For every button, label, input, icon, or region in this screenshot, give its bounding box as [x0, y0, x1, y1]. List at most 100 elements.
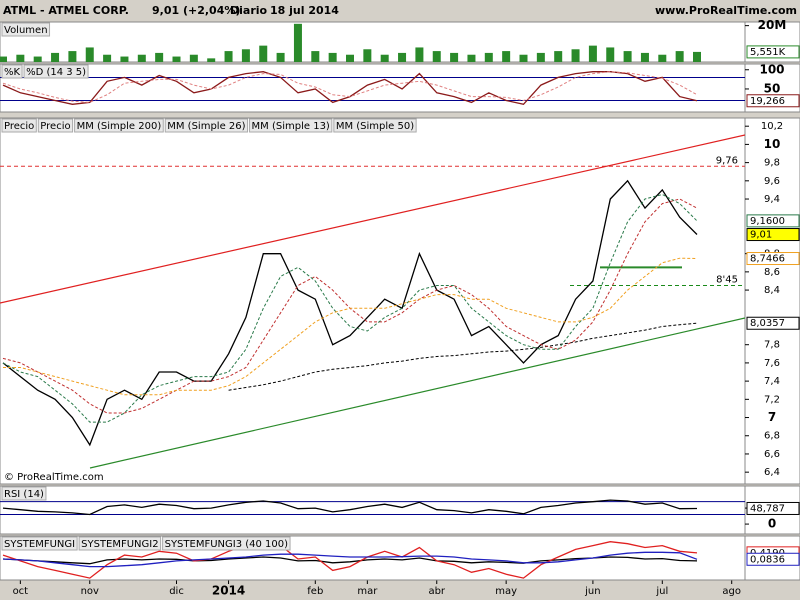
last-value-label: 8,0357 [750, 318, 785, 329]
bar [33, 56, 42, 62]
legend-entry: MM (Simple 200) [77, 121, 162, 132]
bar [658, 54, 667, 62]
bar [450, 52, 459, 62]
bar [103, 54, 112, 62]
legend-entry: MM (Simple 13) [252, 121, 330, 132]
bar [554, 51, 563, 62]
last-value-box [746, 94, 800, 108]
quote: 9,01 (+2,04%) [152, 4, 240, 17]
plot [0, 23, 701, 62]
y-tick-label: 8,6 [764, 267, 780, 278]
series-line [228, 322, 698, 391]
source: © ProRealTime.com [4, 472, 104, 483]
y-tick-label: 100 [759, 62, 784, 76]
panel-background [0, 485, 746, 535]
panel-background [0, 21, 746, 63]
bar [623, 51, 632, 62]
last-value-label: 0,0836 [750, 554, 785, 565]
y-tick-label: 6,8 [764, 431, 780, 442]
legend-entry: MM (Simple 26) [167, 121, 245, 132]
series-line [2, 556, 698, 565]
bar [172, 56, 181, 62]
bar [380, 54, 389, 62]
legend-entry: Precio [40, 121, 70, 132]
legend-entry-box [23, 64, 89, 79]
legend-entry-box [37, 118, 74, 133]
x-tick-label: 2014 [212, 584, 245, 598]
legend-entry-box [1, 64, 23, 79]
legend-entry: %K [4, 67, 21, 78]
x-tick-label: feb [307, 586, 323, 597]
last-value-label: 9,1600 [750, 216, 785, 227]
trend-line [89, 317, 745, 469]
y-tick-label: 7 [768, 410, 776, 424]
y-tick-label: 7,4 [764, 376, 780, 387]
panel-title-box [1, 486, 47, 501]
bar [536, 52, 545, 62]
panel-background [0, 117, 746, 485]
y-tick-label: 9,4 [764, 194, 780, 205]
panel-title: RSI (14) [4, 489, 44, 500]
bar [432, 51, 441, 62]
last-value-label: 19,266 [750, 96, 785, 107]
bar [241, 49, 250, 62]
y-tick-label: 0 [768, 517, 776, 531]
bar [51, 52, 60, 62]
panel-background [0, 63, 746, 113]
bar [311, 51, 320, 62]
last-value-label: 8,7466 [750, 254, 785, 265]
site: www.ProRealTime.com [655, 4, 797, 17]
x-tick-label: jun [584, 586, 600, 597]
trend-line [0, 134, 745, 304]
bar [0, 56, 7, 62]
series-line [2, 71, 698, 103]
panel-title-box [1, 22, 51, 37]
legend-entry-box [333, 118, 417, 133]
legend-entry-box [162, 536, 291, 551]
y-tick-label: 10,2 [761, 121, 783, 132]
legend-entry: %D (14 3 5) [26, 67, 86, 78]
bar [68, 51, 77, 62]
bar [467, 54, 476, 62]
bar [588, 45, 597, 62]
bar [502, 51, 511, 62]
series-line [3, 257, 698, 396]
last-value-box [746, 552, 800, 566]
x-tick-label: mar [357, 586, 378, 597]
bar [675, 51, 684, 62]
last-value-label: 5,551K [750, 47, 786, 58]
x-tick-label: jul [655, 586, 668, 597]
series-line [2, 499, 698, 516]
bar [207, 58, 216, 62]
bar [85, 47, 94, 62]
x-tick-label: ago [722, 586, 741, 597]
x-tick-label: nov [81, 586, 99, 597]
bar [398, 52, 407, 62]
last-value-label: 48,787 [750, 503, 785, 514]
series-line [2, 193, 698, 423]
bar [276, 52, 285, 62]
x-tick-label: dic [169, 586, 184, 597]
series-line [2, 551, 698, 568]
bar [16, 54, 25, 62]
last-value-box [746, 316, 800, 330]
bar [519, 54, 528, 62]
plot [0, 71, 745, 106]
reference-label: 8'45 [716, 275, 738, 286]
panel-title: Volumen [4, 25, 48, 36]
series-line [2, 179, 698, 447]
bar [293, 23, 302, 62]
last-value-box [746, 214, 800, 228]
x-tick-label: oct [13, 586, 29, 597]
date: 18 jul 2014 [270, 4, 339, 17]
plot [2, 541, 698, 579]
bar [155, 52, 164, 62]
symbol: ATML - ATMEL CORP. [3, 4, 129, 17]
x-tick-label: may [495, 586, 517, 597]
y-tick-label: 6,6 [764, 449, 780, 460]
last-value-box [746, 501, 800, 515]
y-tick-label: 20M [758, 18, 787, 32]
y-tick-label: 6,4 [764, 467, 780, 478]
